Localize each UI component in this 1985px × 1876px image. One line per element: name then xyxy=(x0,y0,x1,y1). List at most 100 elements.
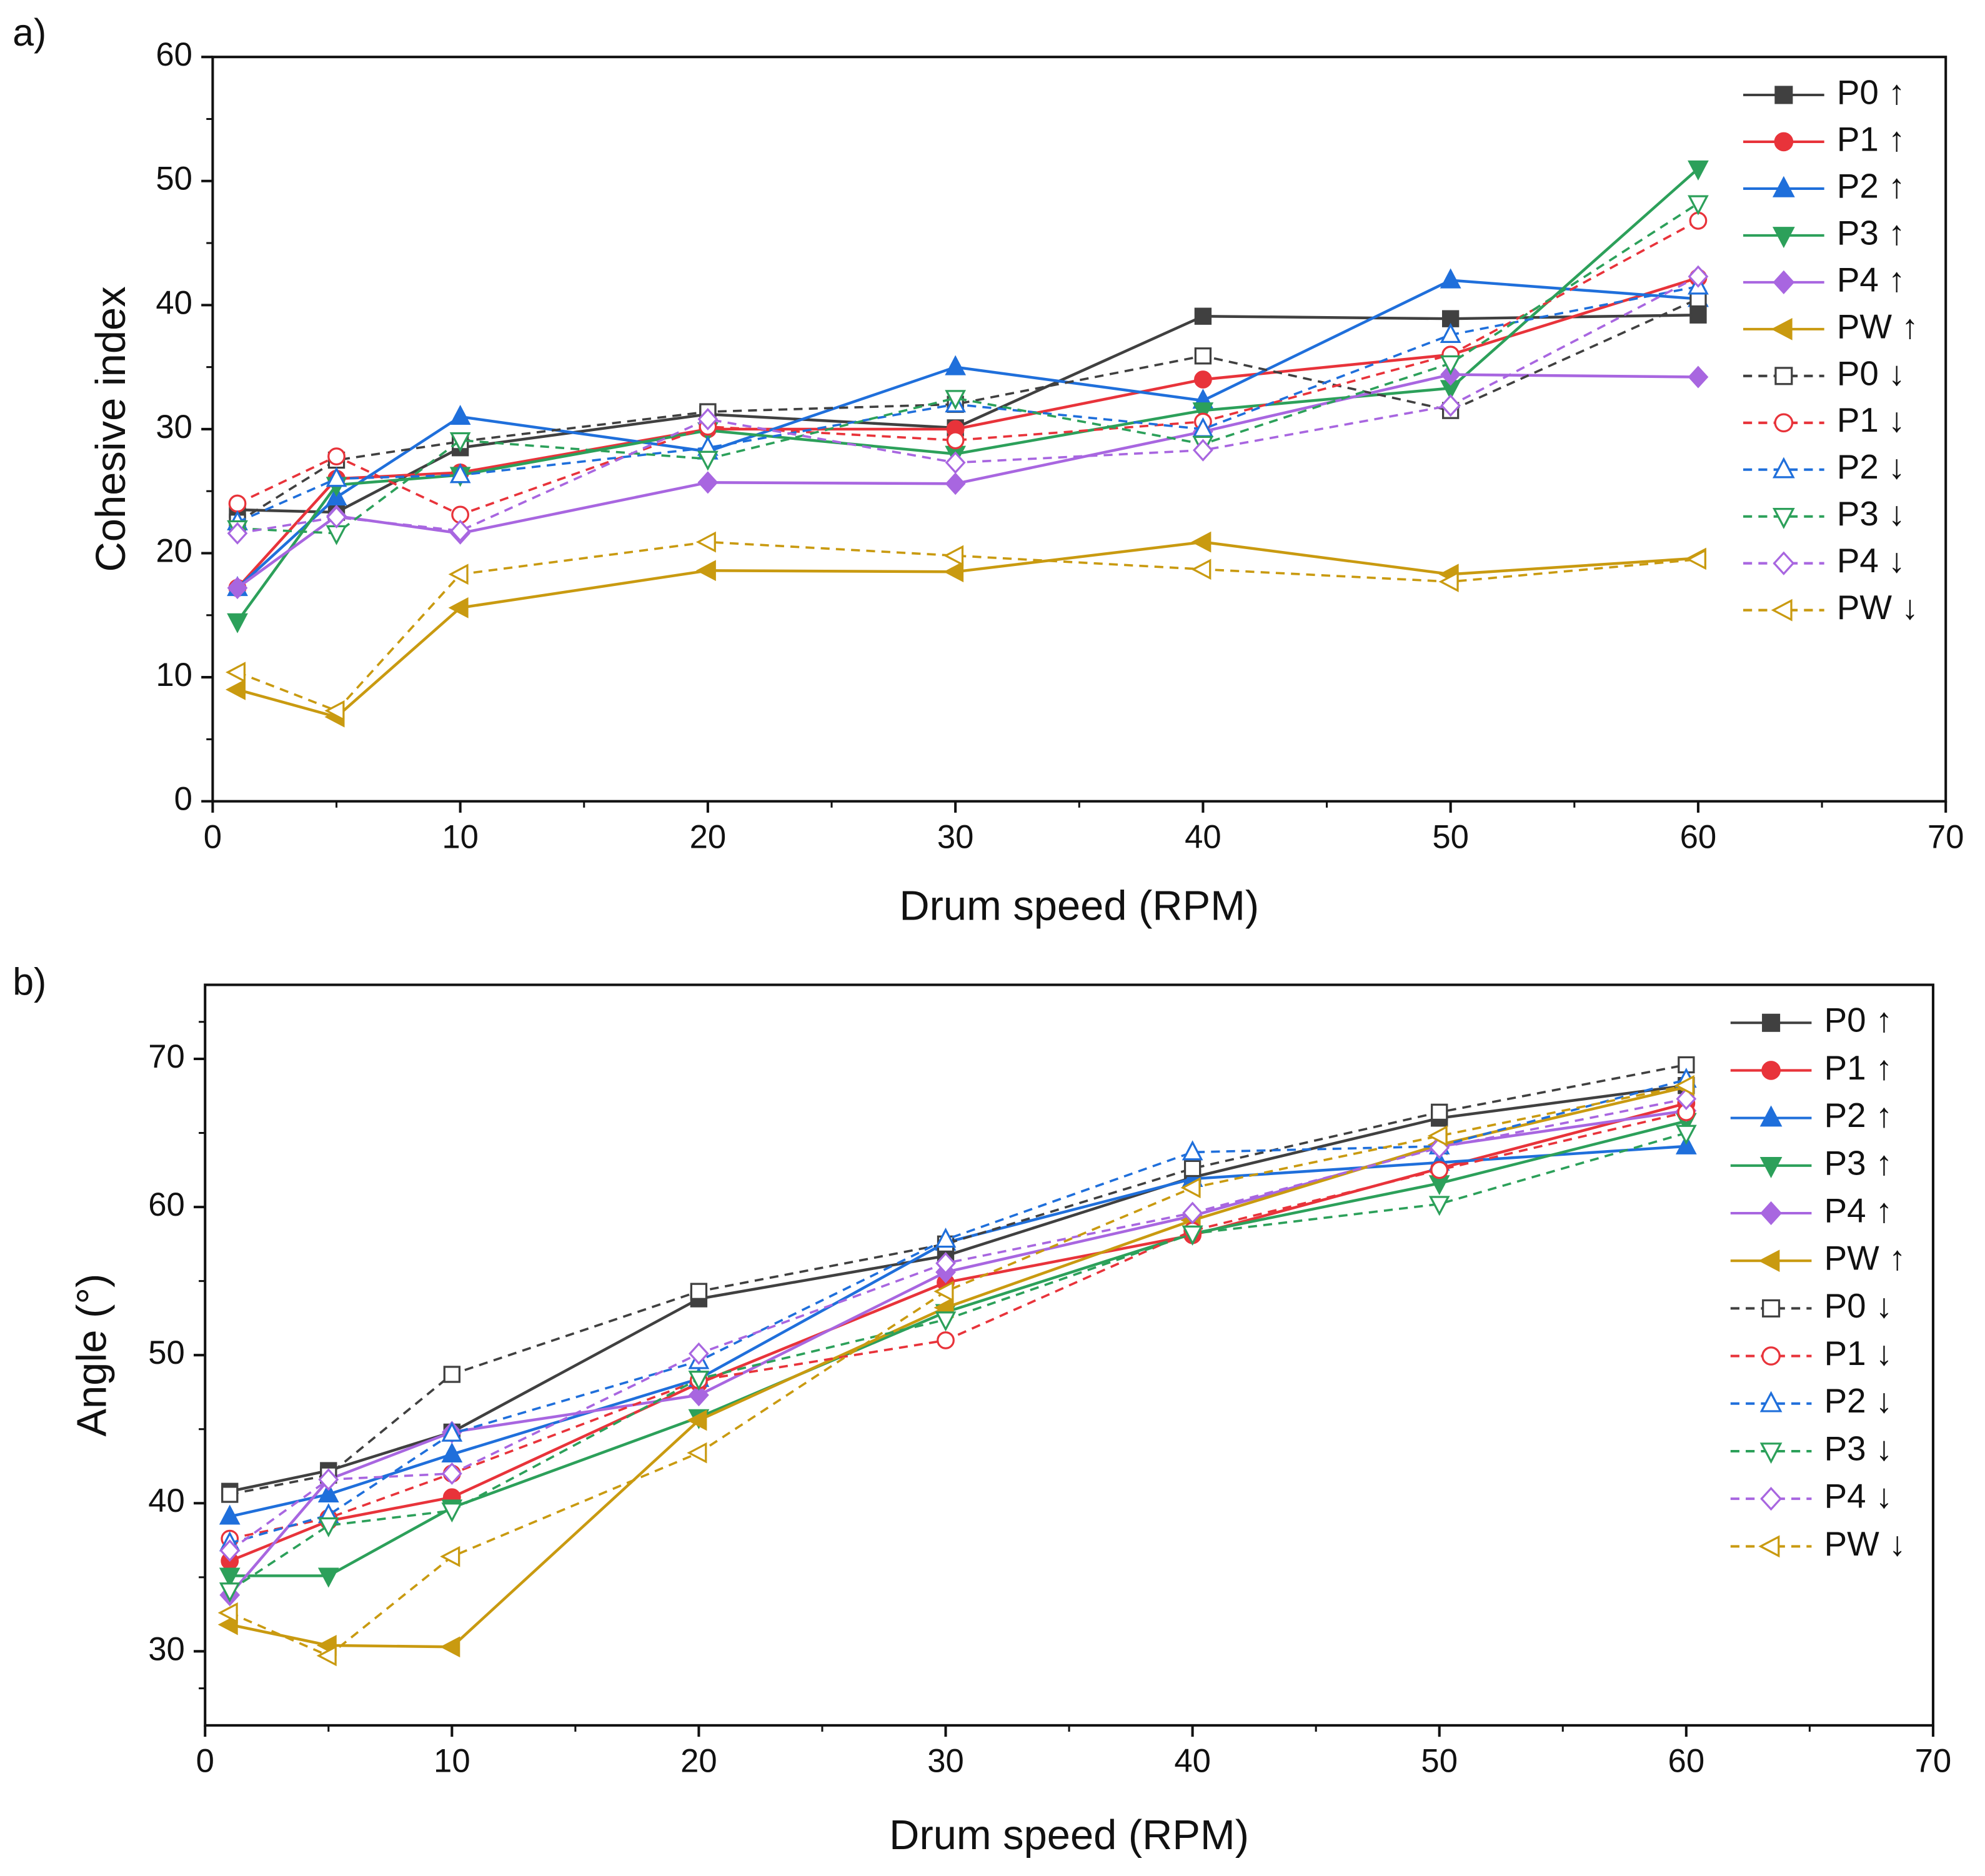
marker xyxy=(1191,558,1211,580)
marker xyxy=(1686,548,1706,570)
series-line xyxy=(229,1144,1686,1518)
marker xyxy=(690,1283,708,1300)
marker xyxy=(1678,1056,1695,1074)
marker xyxy=(1774,413,1794,433)
marker xyxy=(1772,227,1795,249)
marker xyxy=(1762,1299,1781,1318)
series-line xyxy=(229,1109,1687,1596)
marker xyxy=(448,597,469,618)
marker xyxy=(326,467,347,487)
legend-label: P4 ↑ xyxy=(1837,260,1905,299)
legend-label: PW ↑ xyxy=(1837,307,1919,345)
legend-label: PW ↓ xyxy=(1824,1524,1906,1563)
marker xyxy=(1440,322,1461,343)
marker xyxy=(219,1504,241,1525)
series-line xyxy=(237,540,1699,719)
marker xyxy=(448,563,469,585)
marker xyxy=(943,561,964,583)
marker xyxy=(1440,268,1461,289)
marker xyxy=(1688,365,1709,389)
marker xyxy=(946,431,965,450)
marker xyxy=(1430,1161,1449,1179)
x-tick-label: 50 xyxy=(1432,818,1469,855)
marker xyxy=(440,1636,460,1658)
marker xyxy=(1191,531,1211,553)
y-tick-label: 60 xyxy=(148,1186,185,1223)
marker xyxy=(449,404,471,425)
legend-label: P3 ↑ xyxy=(1837,213,1905,252)
legend-label: PW ↑ xyxy=(1824,1239,1906,1278)
chart: b) 0 10 20 30 40 50 60 70 30 40 50 60 70 Drum speed (R… xyxy=(12,961,1951,1859)
marker xyxy=(221,1486,239,1503)
marker xyxy=(935,1228,957,1248)
x-tick-label: 40 xyxy=(1174,1743,1211,1780)
marker xyxy=(441,1421,463,1442)
x-tick-label: 10 xyxy=(442,818,479,855)
y-tick-label: 30 xyxy=(148,1630,185,1667)
series-line xyxy=(229,1084,1687,1657)
series-line xyxy=(237,297,1699,524)
series-line xyxy=(229,1098,1687,1552)
marker xyxy=(1183,1159,1201,1178)
legend-label: P0 ↑ xyxy=(1824,1001,1893,1040)
marker xyxy=(1762,1013,1781,1032)
y-tick-label: 50 xyxy=(156,161,192,197)
marker xyxy=(327,447,346,465)
series-line xyxy=(237,540,1699,712)
marker xyxy=(450,519,471,542)
legend-label: P4 ↓ xyxy=(1824,1477,1893,1516)
marker xyxy=(219,1539,241,1562)
marker xyxy=(441,1502,463,1523)
marker xyxy=(1676,1088,1697,1111)
marker xyxy=(1675,1124,1697,1145)
marker xyxy=(1440,394,1461,417)
legend-label: P3 ↑ xyxy=(1824,1143,1893,1182)
x-tick-label: 20 xyxy=(690,818,727,855)
marker xyxy=(1689,306,1707,324)
plot-frame xyxy=(211,56,1948,803)
marker xyxy=(945,451,966,474)
legend-label: P4 ↓ xyxy=(1837,541,1905,580)
marker xyxy=(449,432,471,452)
marker xyxy=(1688,265,1709,288)
marker xyxy=(326,505,347,529)
marker xyxy=(1182,1225,1203,1246)
x-tick-label: 60 xyxy=(1668,1743,1705,1780)
panel-label: b) xyxy=(12,961,46,1003)
marker xyxy=(1760,1201,1782,1226)
marker xyxy=(225,662,246,683)
plot-frame xyxy=(204,983,1934,1727)
marker xyxy=(1194,307,1212,325)
marker xyxy=(689,1342,709,1365)
marker xyxy=(1771,317,1793,340)
marker xyxy=(1761,1061,1781,1080)
marker xyxy=(443,1366,461,1383)
marker xyxy=(440,1546,460,1567)
x-axis-title: Drum speed (RPM) xyxy=(889,1812,1249,1859)
y-tick-label: 20 xyxy=(156,532,192,569)
series-line xyxy=(237,275,1699,535)
marker xyxy=(1774,367,1793,385)
marker xyxy=(1773,551,1795,575)
legend-label: P2 ↑ xyxy=(1824,1096,1893,1134)
marker xyxy=(1771,598,1793,622)
marker xyxy=(695,560,716,582)
legend-label: P2 ↑ xyxy=(1837,166,1905,205)
series-line xyxy=(229,1084,1687,1493)
legend-label: P4 ↑ xyxy=(1824,1191,1893,1229)
legend-label: P0 ↑ xyxy=(1837,72,1905,111)
marker xyxy=(933,1281,954,1303)
marker xyxy=(441,1462,462,1485)
marker xyxy=(317,1517,339,1537)
legend-label: PW ↓ xyxy=(1837,588,1919,627)
marker xyxy=(1431,1103,1448,1121)
legend-label: P1 ↓ xyxy=(1837,400,1905,439)
marker xyxy=(316,1645,337,1667)
marker xyxy=(935,1252,956,1275)
marker xyxy=(1772,176,1795,197)
y-tick-label: 70 xyxy=(148,1038,185,1075)
marker xyxy=(1761,1346,1781,1366)
x-axis-title: Drum speed (RPM) xyxy=(899,883,1259,930)
y-tick-label: 50 xyxy=(148,1334,185,1371)
